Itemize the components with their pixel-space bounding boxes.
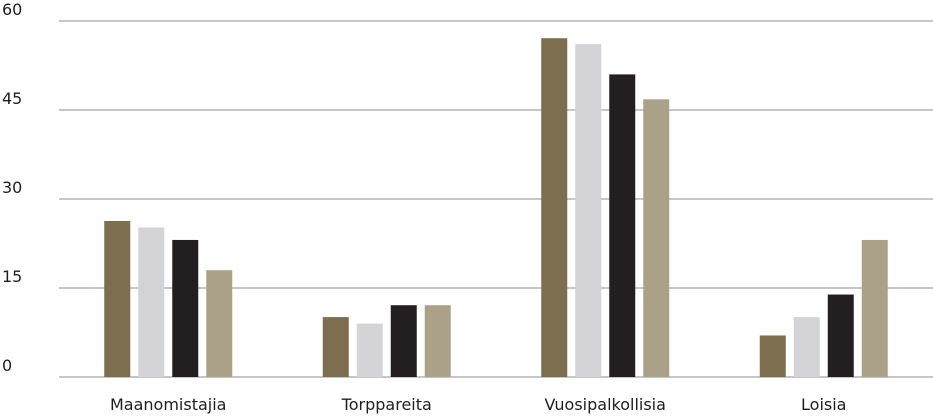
bar xyxy=(391,305,417,377)
bar xyxy=(575,44,601,377)
bar xyxy=(172,240,198,377)
bar xyxy=(138,227,164,377)
bar xyxy=(323,317,349,377)
bar xyxy=(425,305,451,377)
bar xyxy=(104,221,130,377)
x-category-label: Maanomistajia xyxy=(110,395,226,414)
bars xyxy=(104,38,888,377)
y-tick-label: 60 xyxy=(2,0,22,19)
bar xyxy=(643,99,669,377)
y-tick-label: 45 xyxy=(2,89,22,108)
y-axis-ticks: 0 15 30 45 60 xyxy=(2,0,22,375)
x-category-label: Torppareita xyxy=(341,395,432,414)
bar xyxy=(862,240,888,377)
bar xyxy=(357,324,383,377)
y-tick-label: 15 xyxy=(2,267,22,286)
y-tick-label: 0 xyxy=(2,356,12,375)
bar xyxy=(828,295,854,377)
y-tick-label: 30 xyxy=(2,178,22,197)
bar xyxy=(609,74,635,377)
x-category-label: Vuosipalkollisia xyxy=(545,395,666,414)
x-category-label: Loisia xyxy=(801,395,846,414)
bar xyxy=(541,38,567,377)
bar xyxy=(760,335,786,377)
bar xyxy=(794,317,820,377)
x-axis-labels: Maanomistajia Torppareita Vuosipalkollisia… xyxy=(110,395,846,414)
bar xyxy=(206,270,232,377)
